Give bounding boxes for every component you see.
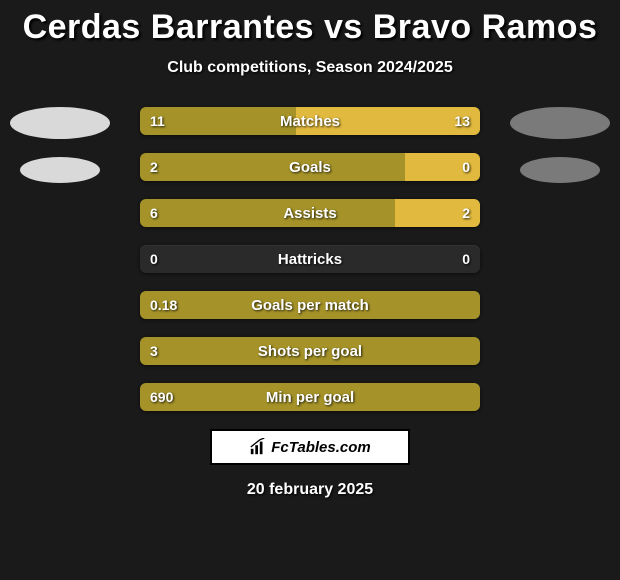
subtitle: Club competitions, Season 2024/2025 <box>0 59 620 77</box>
stat-bar-player1 <box>140 199 395 227</box>
date-label: 20 february 2025 <box>0 481 620 499</box>
stat-row: Matches1113 <box>140 107 480 135</box>
stat-bar-player2 <box>395 199 480 227</box>
avatar-body-icon <box>520 157 600 183</box>
player1-avatar <box>10 107 110 207</box>
stat-bar-player1 <box>140 383 480 411</box>
stat-row: Goals per match0.18 <box>140 291 480 319</box>
avatar-body-icon <box>20 157 100 183</box>
brand-text: FcTables.com <box>271 439 370 456</box>
stat-row: Min per goal690 <box>140 383 480 411</box>
stat-bar-player1 <box>140 291 480 319</box>
avatar-head-icon <box>510 107 610 139</box>
stat-row: Shots per goal3 <box>140 337 480 365</box>
stat-bar-player1 <box>140 153 405 181</box>
page-title: Cerdas Barrantes vs Bravo Ramos <box>0 0 620 47</box>
stats-bars: Matches1113 Goals20 Assists62 Hattricks0 0 Go… <box>140 107 480 411</box>
stat-row: Hattricks0 0 <box>140 245 480 273</box>
avatar-head-icon <box>10 107 110 139</box>
stat-value-player1: 0 <box>150 245 158 273</box>
chart-icon <box>249 438 267 456</box>
stat-value-player2: 0 <box>462 245 470 273</box>
stat-row: Goals20 <box>140 153 480 181</box>
stat-label: Hattricks <box>140 245 480 273</box>
stat-bar-player2 <box>405 153 480 181</box>
stat-bar-player2 <box>296 107 480 135</box>
player2-avatar <box>510 107 610 207</box>
brand-badge: FcTables.com <box>210 429 410 465</box>
stat-row: Assists62 <box>140 199 480 227</box>
stat-bar-player1 <box>140 107 296 135</box>
comparison-content: Matches1113 Goals20 Assists62 Hattricks0 0 Go… <box>0 77 620 499</box>
stat-bar-player1 <box>140 337 480 365</box>
